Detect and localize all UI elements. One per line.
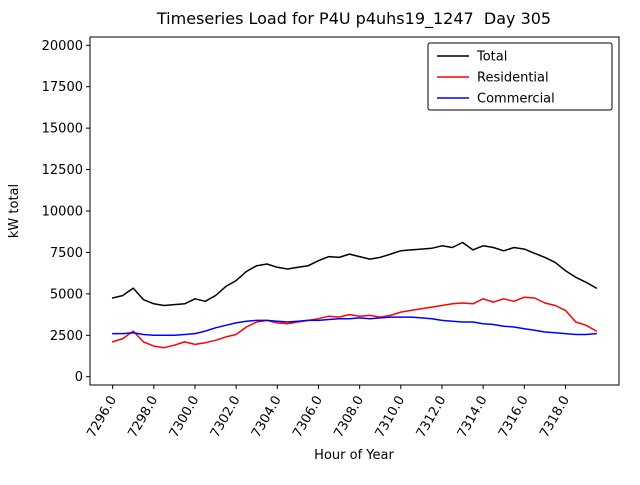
legend-label-commercial: Commercial xyxy=(477,92,555,107)
x-tick-label: 7308.0 xyxy=(331,394,367,441)
y-tick-label: 7500 xyxy=(50,246,83,261)
x-tick-label: 7310.0 xyxy=(373,394,409,441)
series-commercial-line xyxy=(111,316,598,337)
x-tick-label: 7298.0 xyxy=(126,394,162,441)
x-tick-label: 7312.0 xyxy=(414,394,450,441)
x-tick-label: 7316.0 xyxy=(496,394,532,441)
chart-title: Timeseries Load for P4U p4uhs19_1247 Day… xyxy=(156,9,551,29)
legend-label-residential: Residential xyxy=(477,71,549,86)
x-tick-label: 7318.0 xyxy=(537,394,573,441)
y-tick-label: 17500 xyxy=(42,80,83,95)
x-tick-label: 7300.0 xyxy=(167,394,203,441)
series-residential-line xyxy=(111,296,598,349)
y-tick-label: 10000 xyxy=(42,205,83,220)
x-axis-label: Hour of Year xyxy=(314,448,394,463)
y-tick-label: 2500 xyxy=(50,329,83,344)
legend-label-total: Total xyxy=(476,50,507,65)
y-tick-label: 20000 xyxy=(42,39,83,54)
y-tick-label: 5000 xyxy=(50,287,83,302)
series-total-line xyxy=(111,241,598,307)
x-tick-label: 7296.0 xyxy=(84,394,120,441)
y-axis-label: kW total xyxy=(7,184,22,238)
x-tick-label: 7314.0 xyxy=(455,393,491,440)
plot-area: 0 2500 5000 7500 10000 12500 15000 17500 20000 72… xyxy=(42,36,620,441)
x-tick-label: 7302.0 xyxy=(208,394,244,441)
y-tick-label: 12500 xyxy=(42,163,83,178)
y-tick-label: 0 xyxy=(75,370,83,385)
x-tick-label: 7304.0 xyxy=(249,394,285,441)
legend-box xyxy=(427,42,613,111)
x-tick-label: 7306.0 xyxy=(290,394,326,441)
y-tick-label: 15000 xyxy=(42,122,83,137)
